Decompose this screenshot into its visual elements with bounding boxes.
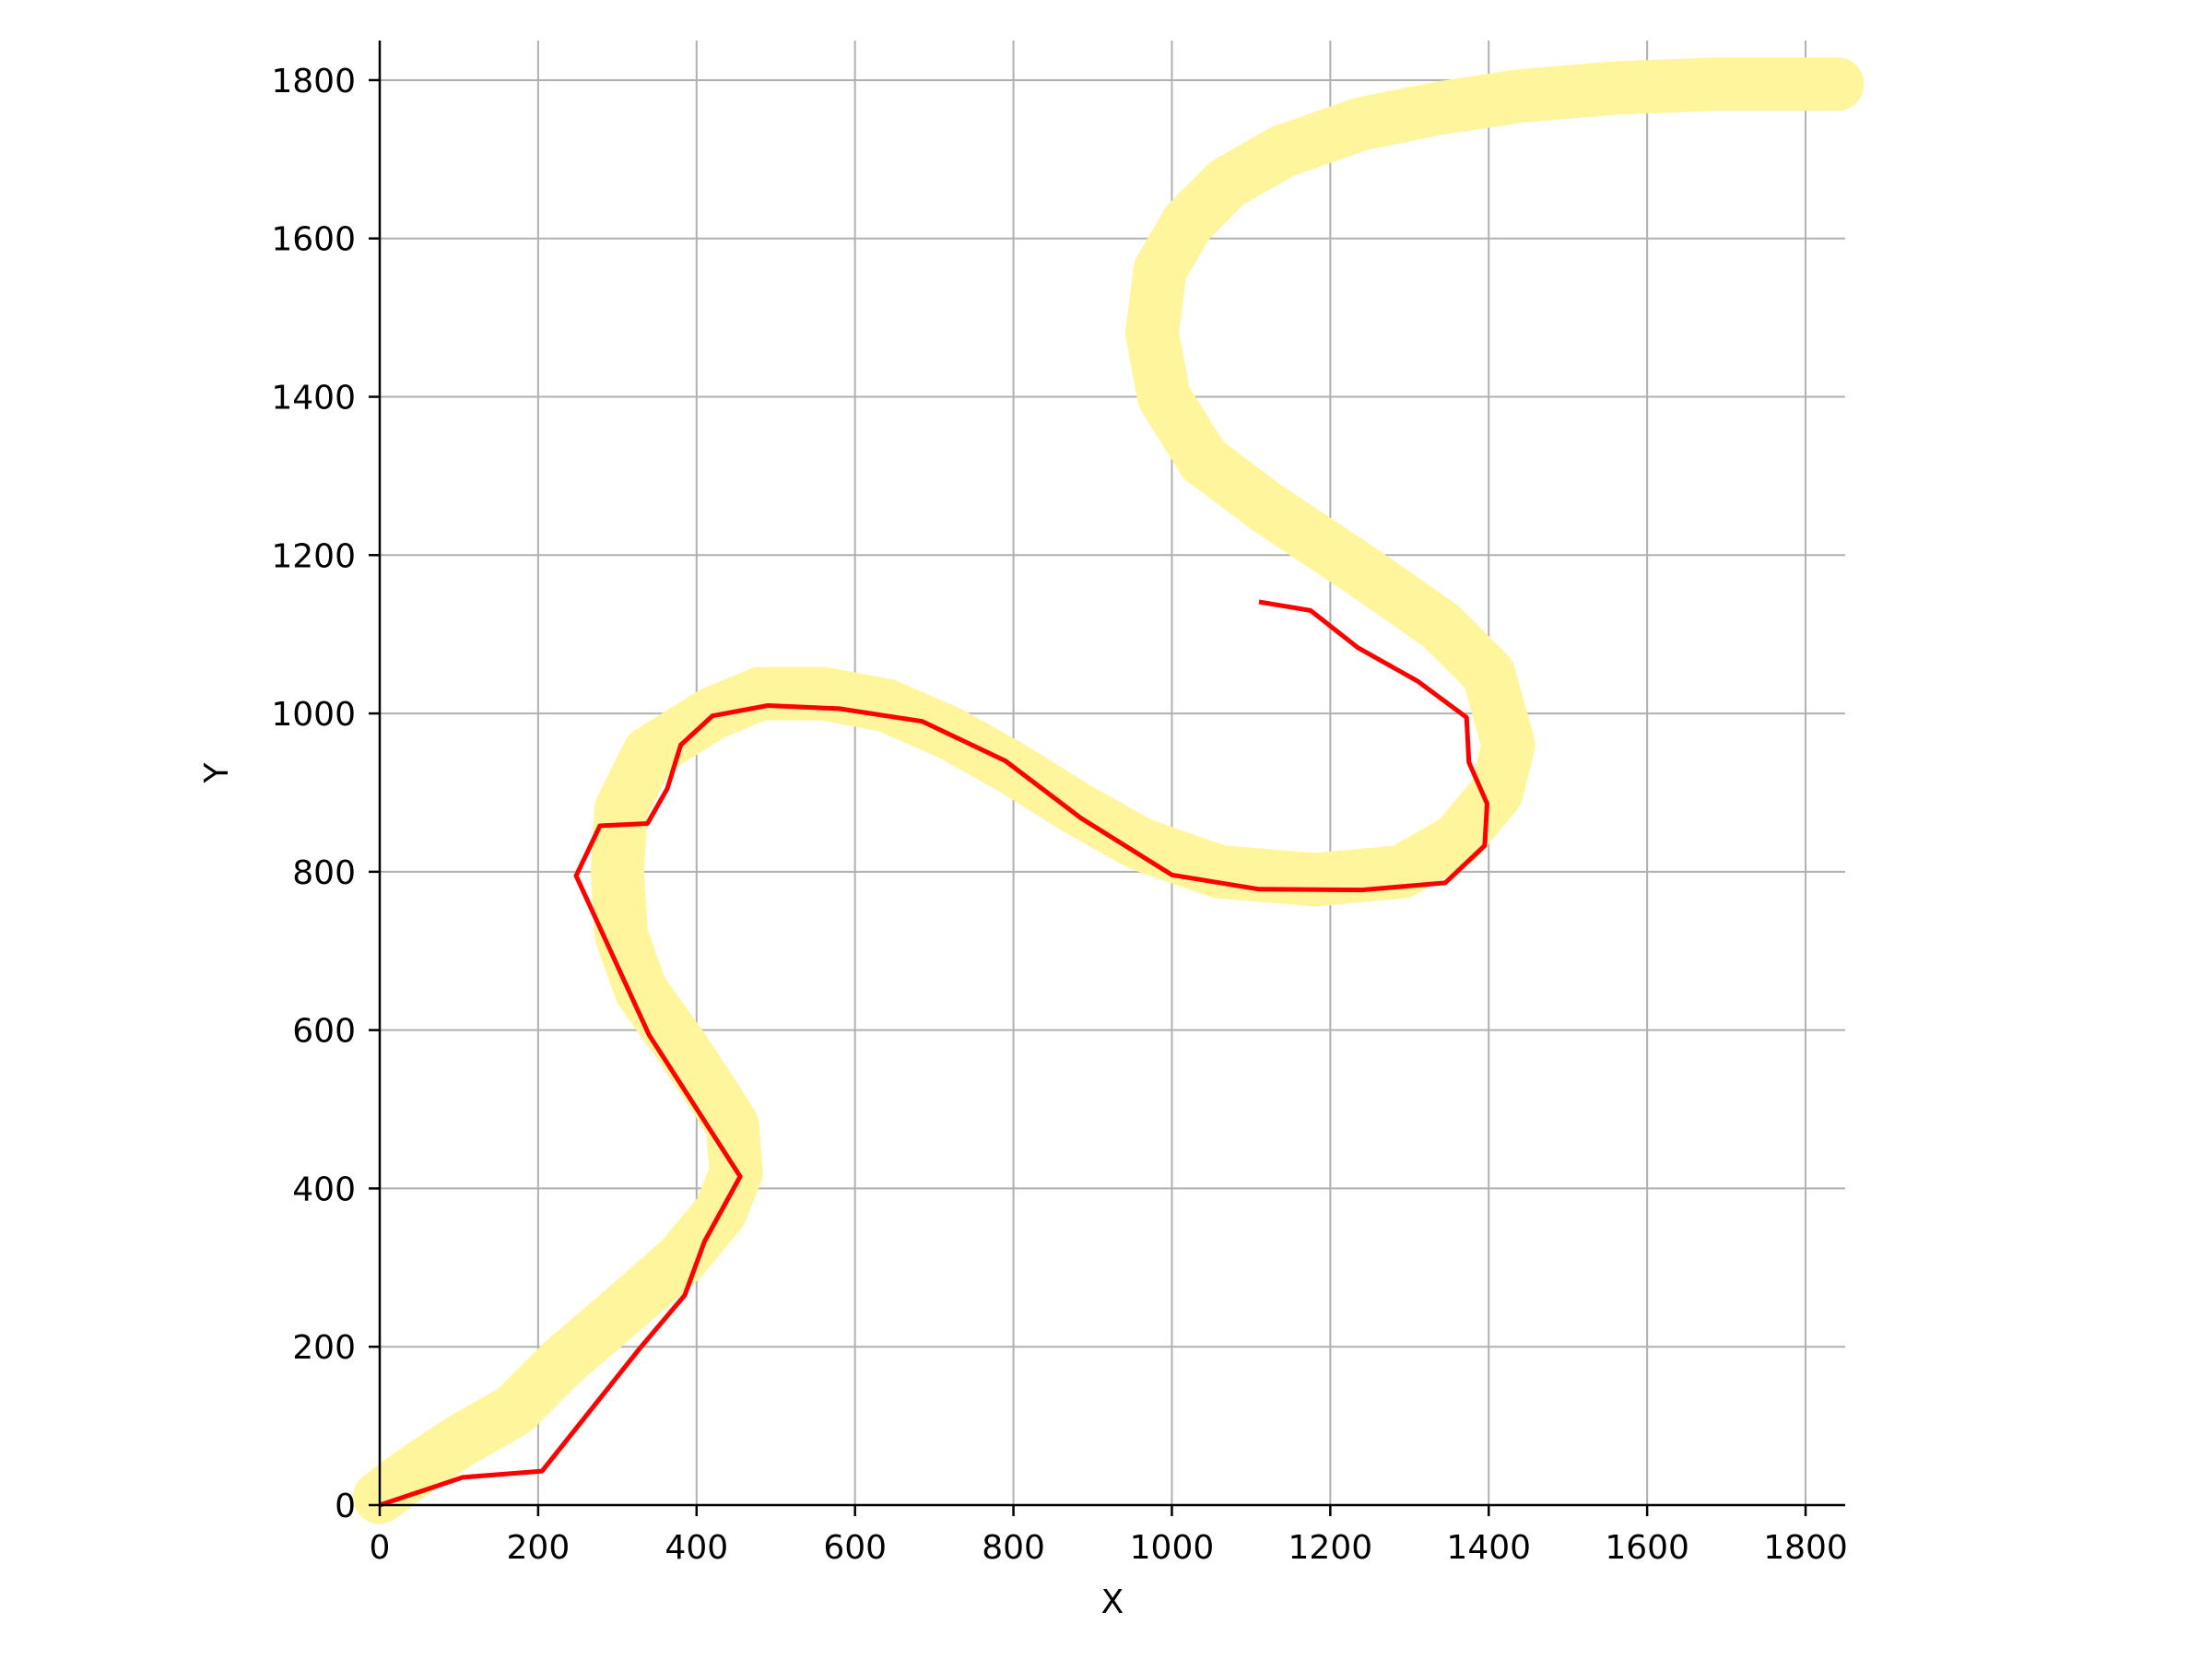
y-tick-label: 400 [292, 1171, 356, 1208]
y-tick-label: 0 [335, 1488, 356, 1525]
y-tick-label: 1400 [271, 380, 356, 418]
x-tick-label: 1800 [1763, 1529, 1848, 1567]
x-tick-label: 400 [665, 1529, 728, 1567]
y-tick-label: 1000 [271, 696, 356, 734]
y-ticks: 0 200 400 600 800 1000 1200 1400 1600 1800 [271, 63, 380, 1525]
y-tick-label: 1200 [271, 537, 356, 575]
x-tick-label: 600 [823, 1529, 887, 1567]
y-axis-label: Y [198, 762, 236, 784]
x-tick-label: 200 [507, 1529, 571, 1567]
grid [379, 41, 1845, 1506]
axes [378, 41, 1845, 1507]
x-tick-label: 800 [982, 1529, 1045, 1567]
red-line-series [379, 599, 1489, 1508]
x-ticks: 0 200 400 600 800 1000 1200 1400 1600 1800 [370, 1505, 1848, 1567]
x-tick-label: 1200 [1288, 1529, 1373, 1567]
y-tick-label: 800 [292, 854, 356, 892]
x-tick-label: 1400 [1446, 1529, 1531, 1567]
x-tick-label: 0 [370, 1529, 391, 1567]
x-axis-label: X [1101, 1583, 1124, 1621]
y-tick-label: 200 [292, 1329, 356, 1367]
y-tick-label: 600 [292, 1013, 356, 1051]
x-tick-label: 1600 [1605, 1529, 1689, 1567]
series-layer [353, 57, 1865, 1524]
x-tick-label: 1000 [1130, 1529, 1215, 1567]
yellow-band-series [353, 57, 1865, 1524]
y-tick-label: 1800 [271, 63, 356, 100]
y-tick-label: 1600 [271, 221, 356, 259]
